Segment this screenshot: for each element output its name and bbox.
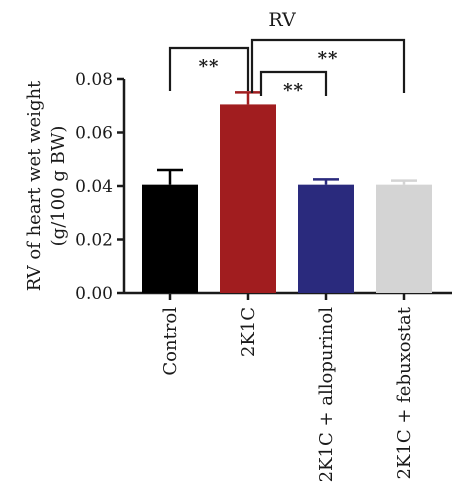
y-tick-label: 0.00 bbox=[75, 284, 113, 304]
bar bbox=[142, 184, 198, 293]
y-axis-label-line-2: (g/100 g BW) bbox=[48, 126, 69, 247]
significance-brackets: ** ** ** bbox=[168, 38, 406, 101]
bar bbox=[298, 184, 354, 293]
y-axis-label-line-1: RV of heart wet weight bbox=[24, 80, 45, 291]
y-tick-label: 0.02 bbox=[75, 231, 113, 251]
significance-label: ** bbox=[318, 48, 339, 69]
x-tick-label: 2K1C bbox=[238, 307, 259, 357]
bars bbox=[142, 104, 432, 293]
x-tick-labels: Control 2K1C 2K1C + allopurinol 2K1C + febu… bbox=[160, 306, 415, 482]
y-tick-label: 0.04 bbox=[75, 177, 113, 197]
y-tick-label: 0.06 bbox=[75, 124, 113, 144]
significance-bracket bbox=[168, 46, 250, 91]
x-tick-label: 2K1C + allopurinol bbox=[316, 307, 337, 483]
x-tick-label: Control bbox=[160, 307, 181, 376]
significance-bracket bbox=[250, 38, 406, 93]
bar bbox=[376, 184, 432, 293]
bar bbox=[220, 104, 276, 293]
x-tick-label: 2K1C + febuxostat bbox=[394, 306, 415, 479]
significance-label: ** bbox=[199, 56, 220, 77]
significance-label: ** bbox=[283, 80, 304, 101]
error-bars bbox=[157, 91, 417, 185]
chart-title: RV bbox=[268, 9, 296, 31]
y-axis-label: RV of heart wet weight (g/100 g BW) bbox=[24, 80, 69, 291]
significance-bracket bbox=[259, 70, 328, 96]
y-tick-label: 0.08 bbox=[75, 70, 113, 90]
